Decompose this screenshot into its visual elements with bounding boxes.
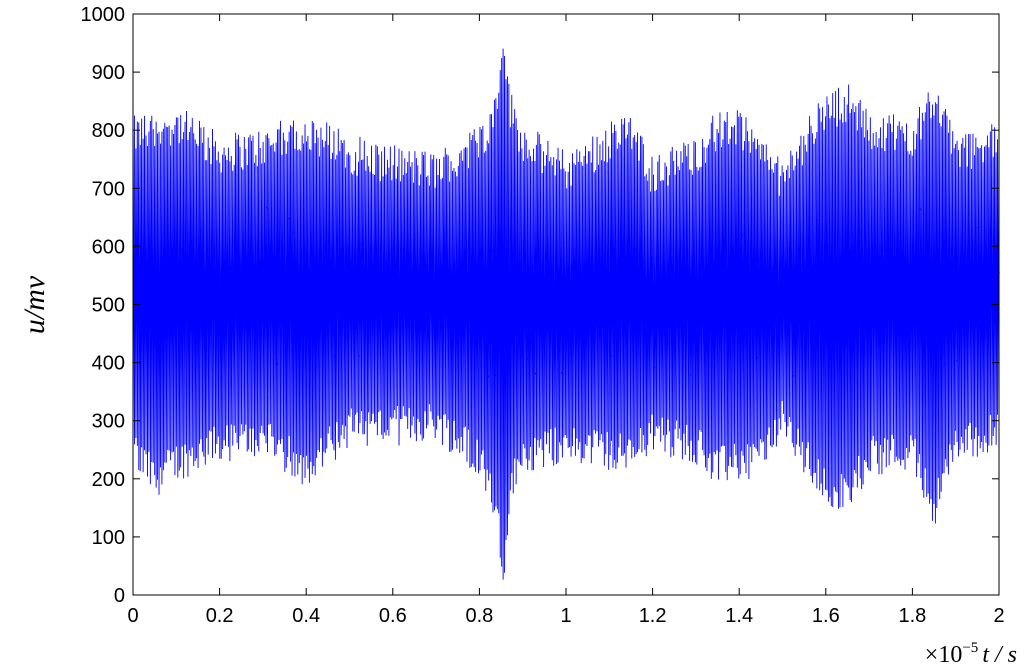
y-tick-label: 900 xyxy=(92,62,125,84)
series-layer xyxy=(132,48,1000,580)
x-axis-unit: t / s xyxy=(982,642,1017,668)
x-tick-label: 0.8 xyxy=(465,605,493,627)
x-tick-label: 0.6 xyxy=(379,605,407,627)
x-tick-label: 1.4 xyxy=(725,605,753,627)
x-tick-label: 0 xyxy=(127,605,138,627)
y-tick-label: 300 xyxy=(92,411,125,433)
x-axis-multiplier: ×10 xyxy=(925,642,963,668)
x-tick-label: 0.2 xyxy=(206,605,234,627)
y-tick-label: 500 xyxy=(92,295,125,317)
x-tick-label: 1.2 xyxy=(639,605,667,627)
y-tick-label: 600 xyxy=(92,236,125,258)
y-tick-label: 200 xyxy=(92,469,125,491)
y-tick-label: 100 xyxy=(92,527,125,549)
x-tick-label: 1 xyxy=(560,605,571,627)
y-axis-label: u/mv xyxy=(18,275,51,334)
x-axis-label: ×10−5 t / s xyxy=(925,640,1017,668)
y-tick-label: 400 xyxy=(92,353,125,375)
y-tick-label: 800 xyxy=(92,120,125,142)
x-tick-label: 2 xyxy=(993,605,1004,627)
y-tick-label: 1000 xyxy=(81,4,126,26)
signal-series-line xyxy=(132,48,1000,580)
y-tick-label: 700 xyxy=(92,178,125,200)
axes-layer: 0 0.2 0.4 0.6 0.8 1 1.2 1.4 1.6 1.8 2 0 100 200 300 400… xyxy=(81,4,1005,627)
x-tick-label: 1.8 xyxy=(898,605,926,627)
x-tick-label: 1.6 xyxy=(812,605,840,627)
y-tick-label: 0 xyxy=(114,585,125,607)
x-tick-label: 0.4 xyxy=(292,605,320,627)
x-axis-exponent: −5 xyxy=(962,640,978,656)
